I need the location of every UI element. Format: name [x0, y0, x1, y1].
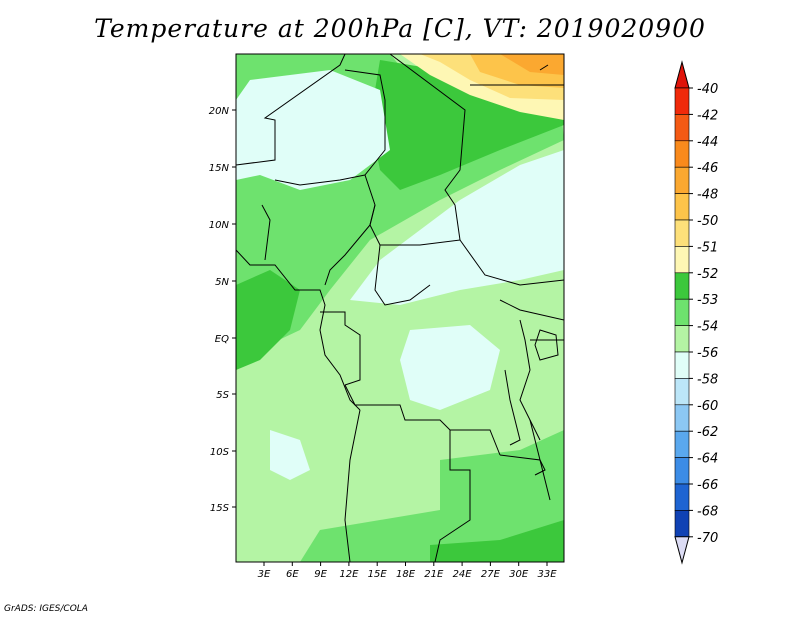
field-52-band [370, 60, 564, 190]
lon-tick-label: 27E [481, 569, 501, 580]
colorbar-label: -56 [697, 346, 718, 361]
colorbar-swatch [674, 193, 690, 221]
lat-tick-label: 5N [215, 277, 229, 288]
colorbar-label: -64 [697, 452, 718, 467]
lon-tick-label: 15E [368, 569, 388, 580]
lon-tick-label: 30E [509, 569, 529, 580]
lat-tick-label: 20N [209, 106, 230, 117]
colorbar-label: -70 [697, 531, 718, 546]
colorbar-label: -48 [697, 188, 718, 203]
field-54-east [350, 150, 564, 305]
colorbar-swatch [674, 219, 690, 247]
colorbar-swatch [674, 483, 690, 511]
colorbar-label: -58 [697, 372, 718, 387]
colorbar-swatch [674, 114, 690, 142]
colorbar-label: -68 [697, 504, 718, 519]
colorbar-top-arrow [674, 60, 690, 89]
colorbar: -40 -42 -44 -46 -48 -50 -51 -52 -53 -54 -56 -58 -60 -… [674, 60, 718, 565]
map-frame [235, 53, 565, 563]
colorbar-label: -60 [697, 399, 718, 414]
colorbar-swatch [674, 246, 690, 274]
lat-tick-label: 15N [209, 163, 230, 174]
colorbar-swatch [674, 457, 690, 485]
lakes [504, 64, 559, 476]
lat-tick-label: 10N [209, 220, 230, 231]
lon-tick-label: 3E [258, 569, 271, 580]
coastline [236, 249, 361, 411]
lon-tick-label: 9E [314, 569, 327, 580]
lon-tick-label: 6E [286, 569, 299, 580]
colorbar-swatch [674, 404, 690, 432]
colorbar-swatch [674, 351, 690, 379]
country-borders [236, 54, 564, 562]
lon-tick-label: 24E [453, 569, 473, 580]
colorbar-label: -40 [697, 82, 718, 97]
longitude-axis: 3E 6E 9E 12E 15E 18E 21E 24E 27E 30E 33E [258, 562, 557, 580]
lat-tick-label: 5S [216, 390, 229, 401]
map-title: Temperature at 200hPa [C], VT: 201902090… [94, 14, 706, 43]
lon-tick-label: 12E [339, 569, 359, 580]
colorbar-bottom-arrow [674, 536, 690, 565]
colorbar-label: -54 [697, 320, 718, 335]
field-52-west [236, 270, 300, 370]
colorbar-swatch [674, 166, 690, 194]
field-52-south [430, 520, 564, 562]
lon-tick-label: 18E [396, 569, 416, 580]
colorbar-label: -51 [697, 240, 718, 255]
colorbar-swatch [674, 510, 690, 538]
colorbar-swatch [674, 430, 690, 458]
lat-tick-label: 15S [210, 503, 230, 514]
colorbar-label: -46 [697, 161, 718, 176]
colorbar-swatch [674, 378, 690, 406]
grads-credit: GrADS: IGES/COLA [4, 604, 88, 614]
lat-tick-label: EQ [215, 334, 229, 345]
colorbar-swatch [674, 140, 690, 168]
colorbar-label: -50 [697, 214, 718, 229]
latitude-axis: 20N 15N 10N 5N EQ 5S 10S 15S [209, 106, 236, 514]
colorbar-label: -44 [697, 135, 718, 150]
colorbar-swatch [674, 325, 690, 353]
colorbar-label: -52 [697, 267, 718, 282]
field-54-southwest [270, 430, 310, 480]
lon-tick-label: 21E [424, 569, 444, 580]
colorbar-label: -53 [697, 293, 718, 308]
colorbar-swatch [674, 87, 690, 115]
lat-tick-label: 10S [210, 447, 230, 458]
field-46-north [500, 54, 564, 75]
colorbar-swatch [674, 272, 690, 300]
field-53-south [300, 430, 564, 562]
lon-tick-label: 33E [537, 569, 557, 580]
colorbar-label: -66 [697, 478, 718, 493]
temperature-field [236, 54, 564, 562]
colorbar-label: -42 [697, 108, 718, 123]
colorbar-swatch [674, 298, 690, 326]
colorbar-label: -62 [697, 425, 718, 440]
field-54-center [400, 325, 500, 410]
